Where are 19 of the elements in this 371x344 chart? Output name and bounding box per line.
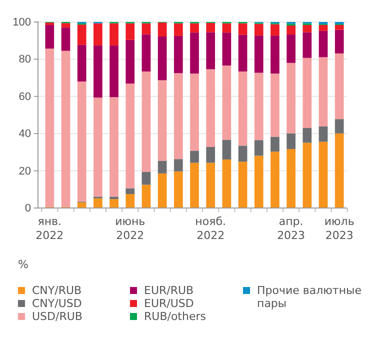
y-tick-label: 40 — [18, 128, 31, 140]
x-tick-label: нояб. 2022 — [195, 215, 226, 242]
y-tick-label: 20 — [18, 165, 31, 178]
x-tick-label: июль 2023 — [324, 215, 354, 242]
legend-label: EUR/USD — [144, 297, 194, 310]
x-tick-label: апр. 2023 — [277, 215, 306, 242]
y-axis-title: % — [18, 258, 28, 271]
x-tick-label: июнь 2022 — [115, 215, 146, 242]
legend-label: EUR/RUB — [144, 284, 194, 297]
legend-label: RUB/others — [144, 310, 206, 323]
y-tick-label: 100 — [12, 16, 31, 29]
y-tick-label: 60 — [18, 90, 31, 103]
legend-label: USD/RUB — [32, 310, 82, 323]
y-tick-label: 80 — [18, 54, 31, 66]
legend-label: CNY/RUB — [32, 284, 82, 297]
legend-label: Прочие валютные пары — [257, 284, 362, 310]
x-tick-label: янв. 2022 — [36, 215, 64, 242]
legend-label: CNY/USD — [32, 297, 82, 310]
y-tick-label: 0 — [24, 202, 31, 215]
